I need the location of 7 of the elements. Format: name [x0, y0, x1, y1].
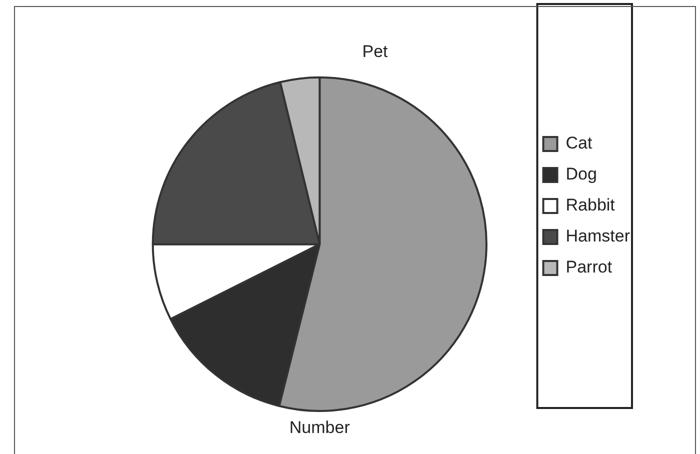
- legend-label: Hamster: [566, 226, 630, 246]
- legend-label: Dog: [566, 164, 597, 184]
- legend-label: Parrot: [566, 258, 612, 277]
- text: Pet: [362, 42, 388, 61]
- legend-label: Cat: [566, 134, 592, 153]
- text: Number: [289, 418, 350, 438]
- legend-label: Rabbit: [566, 196, 616, 215]
